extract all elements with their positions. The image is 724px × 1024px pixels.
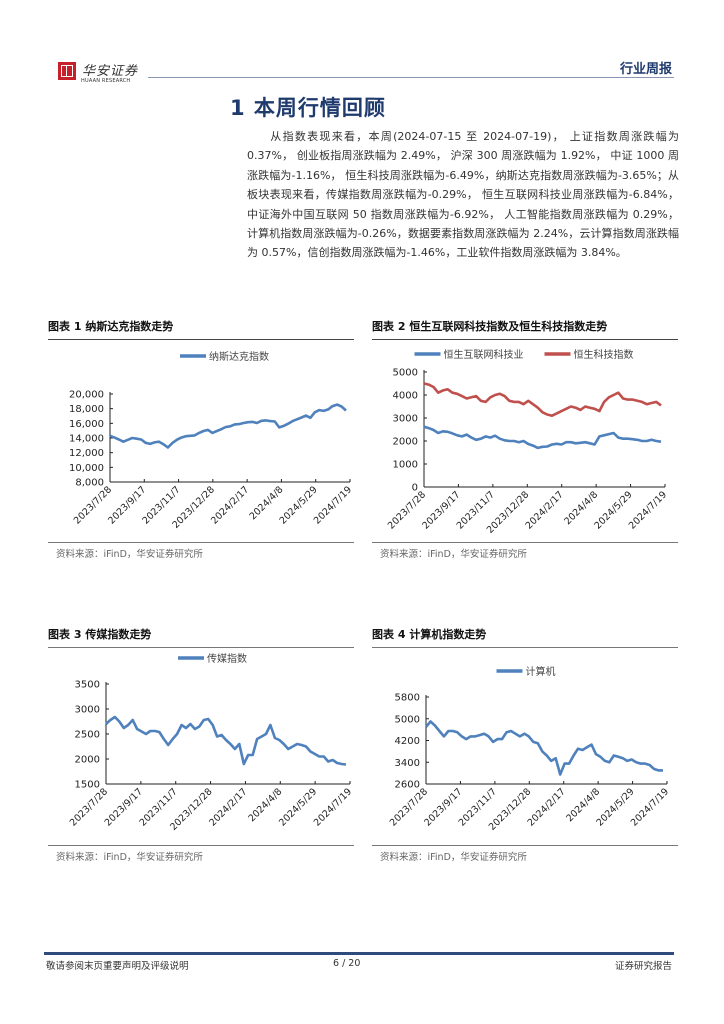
- figure-title: 图表 1 纳斯达克指数走势: [48, 320, 174, 333]
- series-line: [109, 403, 347, 449]
- footer-doc-type: 证券研究报告: [614, 961, 672, 972]
- figure-3: 图表 3 传媒指数走势 传媒指数 1500 2000 2500 3000 3500 2023…: [48, 626, 354, 866]
- y-tick-label: 10,000: [69, 463, 104, 474]
- chart-media: 传媒指数150020002500300035002023/7/282023/9/…: [68, 652, 354, 833]
- x-tick-label: 2024/2/17: [207, 786, 249, 828]
- figure-source: 资料来源：iFinD，华安证券研究所: [56, 852, 203, 863]
- y-tick-label: 12,000: [69, 448, 104, 459]
- y-tick-label: 3000: [393, 414, 418, 425]
- x-tick-label: 2024/7/19: [312, 786, 354, 828]
- y-tick-label: 8,000: [75, 478, 104, 489]
- source-divider: [48, 845, 354, 846]
- y-tick-label: 4000: [393, 391, 418, 402]
- figure-2: 图表 2 恒生互联网科技指数及恒生科技指数走势 恒生互联网科技业 恒生科技指数 0 1…: [372, 318, 678, 568]
- figure-source: 资料来源：iFinD，华安证券研究所: [56, 549, 203, 560]
- figure-title: 图表 3 传媒指数走势: [48, 628, 152, 641]
- chart-nasdaq: 纳斯达克指数 8,000 10,000 12,000 14,000 16,000 18,00…: [69, 350, 354, 531]
- y-tick-label: 20,000: [69, 390, 104, 401]
- figure-divider: [48, 647, 354, 648]
- legend-label: 恒生科技指数: [574, 348, 634, 361]
- logo-icon: [58, 62, 76, 80]
- legend-label: 恒生互联网科技业: [444, 348, 524, 361]
- page-number: 6 / 20: [333, 958, 361, 969]
- y-tick-label: 1000: [393, 460, 418, 471]
- legend-item: 恒生科技指数: [544, 348, 634, 361]
- source-divider: [372, 845, 678, 846]
- y-tick-label: 1500: [75, 780, 100, 791]
- legend-label: 计算机: [526, 665, 556, 678]
- y-tick-label: 5800: [395, 693, 420, 704]
- figure-divider: [372, 339, 678, 340]
- legend-label: 传媒指数: [207, 652, 247, 665]
- source-divider: [372, 542, 678, 543]
- chart-computer: 计算机260034004200500058002023/7/282023/9/1…: [388, 665, 671, 833]
- logo-text-en: HUAAN RESEARCH: [81, 78, 131, 84]
- figure-title: 图表 4 计算机指数走势: [372, 628, 487, 641]
- legend-item: 恒生互联网科技业: [414, 348, 524, 361]
- series-line: [423, 382, 662, 417]
- legend-item: 传媒指数: [178, 652, 247, 665]
- figure-title: 图表 2 恒生互联网科技指数及恒生科技指数走势: [372, 320, 608, 333]
- logo-text-cn: 华安证券: [82, 64, 139, 79]
- section-title: 1 本周行情回顾: [230, 96, 386, 120]
- header-divider: [148, 77, 674, 78]
- y-tick-label: 3500: [75, 680, 100, 691]
- y-tick-label: 5000: [393, 368, 418, 379]
- y-tick-label: 2000: [393, 437, 418, 448]
- figure-source: 资料来源：iFinD，华安证券研究所: [380, 549, 527, 560]
- y-tick-label: 16,000: [69, 419, 104, 430]
- legend-item: 纳斯达克指数: [180, 350, 269, 363]
- legend-item: 计算机: [496, 665, 556, 678]
- y-tick-label: 2000: [75, 755, 100, 766]
- chart-hang-seng-tech: 恒生互联网科技业 恒生科技指数0100020003000400050002023/…: [386, 348, 669, 536]
- y-tick-label: 2600: [395, 780, 420, 791]
- section-paragraph: 从指数表现来看，本周(2024-07-15 至 2024-07-19)， 上证指…: [247, 127, 679, 263]
- figure-4: 图表 4 计算机指数走势 计算机 2600 3400 4200 5000 5800 2023…: [372, 626, 678, 866]
- figure-divider: [48, 339, 354, 340]
- figure-source: 资料来源：iFinD，华安证券研究所: [380, 852, 527, 863]
- footer-divider: [44, 952, 674, 955]
- source-divider: [48, 542, 354, 543]
- paragraph-text: 从指数表现来看，本周(2024-07-15 至 2024-07-19)， 上证指…: [247, 130, 679, 260]
- legend-label: 纳斯达克指数: [209, 350, 269, 363]
- series-line: [423, 425, 662, 450]
- series-line: [105, 715, 347, 766]
- y-tick-label: 18,000: [69, 404, 104, 415]
- footer-disclaimer: 敬请参阅末页重要声明及评级说明: [46, 961, 189, 972]
- y-tick-label: 0: [412, 483, 418, 494]
- page-header: 华安证券 HUAAN RESEARCH 行业周报: [48, 58, 674, 90]
- y-tick-label: 4200: [395, 736, 420, 747]
- report-type: 行业周报: [619, 62, 672, 77]
- y-tick-label: 5000: [395, 714, 420, 725]
- series-line: [425, 720, 663, 776]
- y-tick-label: 3400: [395, 758, 420, 769]
- y-tick-label: 3000: [75, 705, 100, 716]
- figure-1: 图表 1 纳斯达克指数走势 纳斯达克指数 8,000 10,000 12,000 14,…: [48, 318, 354, 568]
- y-tick-label: 2500: [75, 730, 100, 741]
- figure-divider: [372, 647, 678, 648]
- y-tick-label: 14,000: [69, 434, 104, 445]
